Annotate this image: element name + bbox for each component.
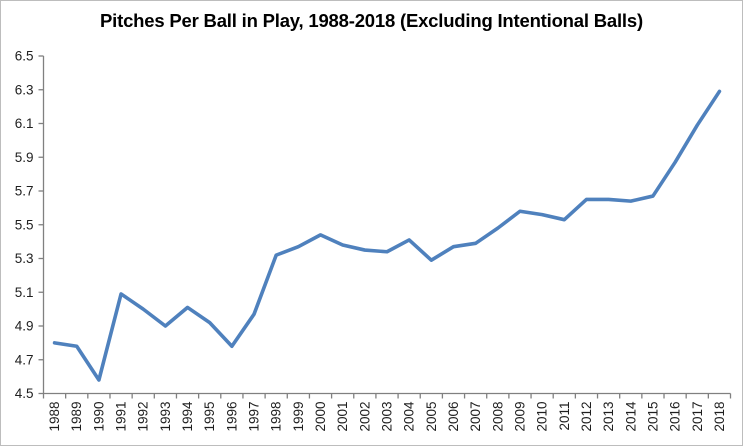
x-axis-tick-label: 2003 <box>380 402 395 432</box>
x-axis-tick-label: 1988 <box>47 402 62 432</box>
y-axis-tick-label: 4.7 <box>15 352 34 367</box>
x-axis-tick-label: 2013 <box>601 402 616 432</box>
x-axis-tick-label: 2015 <box>645 402 660 432</box>
y-axis-tick-label: 6.3 <box>15 82 34 97</box>
x-axis-tick-label: 1996 <box>224 402 239 432</box>
x-axis-tick-label: 1990 <box>91 402 106 432</box>
x-axis-tick-label: 2008 <box>490 402 505 432</box>
x-axis-tick-label: 2000 <box>313 402 328 432</box>
x-axis-tick-label: 2017 <box>690 402 705 432</box>
x-axis-tick-label: 2004 <box>402 401 417 432</box>
x-axis-tick-label: 2012 <box>579 402 594 432</box>
y-axis-tick-label: 6.5 <box>15 49 34 64</box>
x-axis-tick-label: 2007 <box>468 402 483 432</box>
y-axis-tick-label: 5.5 <box>15 217 34 232</box>
y-axis-tick-label: 4.9 <box>15 319 34 334</box>
y-axis-tick-label: 5.7 <box>15 184 34 199</box>
data-series-line <box>52 89 722 382</box>
x-axis-tick-label: 1993 <box>158 402 173 432</box>
y-axis-tick-label: 4.5 <box>15 386 34 401</box>
x-axis-tick-label: 1999 <box>291 402 306 432</box>
x-axis-tick-label: 1994 <box>180 401 195 432</box>
x-axis-tick-label: 2018 <box>712 402 727 432</box>
x-axis-tick-label: 2014 <box>623 401 638 432</box>
x-axis-tick-label: 2009 <box>512 402 527 432</box>
y-axis-tick-label: 6.1 <box>15 116 34 131</box>
x-axis-tick-label: 2005 <box>424 402 439 432</box>
x-axis-tick-label: 2001 <box>335 402 350 432</box>
x-axis-tick-label: 2016 <box>668 402 683 432</box>
x-axis-tick-label: 2006 <box>446 402 461 432</box>
x-axis-tick-label: 1997 <box>247 402 262 432</box>
y-axis-tick-label: 5.9 <box>15 150 34 165</box>
y-axis-tick-label: 5.3 <box>15 251 34 266</box>
x-axis-tick-label: 1991 <box>114 402 129 432</box>
y-axis-tick-label: 5.1 <box>15 285 34 300</box>
x-axis-tick-label: 1995 <box>202 402 217 432</box>
x-axis-tick-label: 2011 <box>557 402 572 431</box>
x-axis-tick-label: 1992 <box>136 402 151 432</box>
chart-title: Pitches Per Ball in Play, 1988-2018 (Exc… <box>100 10 643 31</box>
x-axis-tick-label: 1989 <box>69 402 84 432</box>
x-axis-tick-label: 2010 <box>535 402 550 432</box>
x-axis-tick-label: 2002 <box>357 402 372 432</box>
x-axis-tick-label: 1998 <box>269 402 284 432</box>
